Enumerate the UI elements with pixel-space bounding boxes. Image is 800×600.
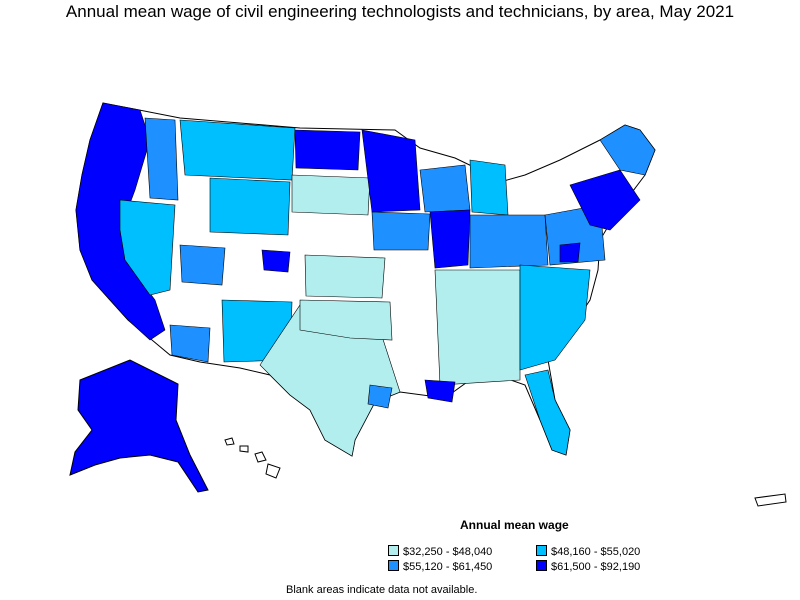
region-minnesota: [361, 129, 421, 213]
region-arizona: [169, 324, 211, 363]
legend-title: Annual mean wage: [460, 518, 569, 532]
legend-item-bin-3: $55,120 - $61,450: [388, 560, 492, 573]
legend-label-bin-3: $55,120 - $61,450: [403, 561, 493, 573]
legend-swatch-bin-4: [536, 560, 547, 571]
region-hawaii: [224, 437, 281, 479]
region-wisconsin: [419, 164, 471, 213]
region-illinois: [429, 209, 471, 269]
legend-label-bin-1: $32,250 - $48,040: [403, 546, 493, 558]
legend-item-bin-4: $61,500 - $92,190: [536, 560, 640, 573]
region-dc-area: [559, 242, 581, 263]
region-ohio-valley: [469, 214, 549, 269]
region-denver: [261, 249, 291, 273]
region-louisiana: [424, 379, 456, 403]
footnote: Blank areas indicate data not available.: [286, 584, 478, 596]
region-southeast: [519, 264, 591, 371]
region-kansas: [304, 254, 386, 299]
region-new-england: [599, 124, 656, 176]
legend-label-bin-2: $48,160 - $55,020: [551, 546, 641, 558]
region-houston: [367, 384, 393, 409]
legend-item-bin-1: $32,250 - $48,040: [388, 545, 492, 558]
region-puerto-rico: [754, 493, 787, 507]
legend-label-bin-4: $61,500 - $92,190: [551, 561, 641, 573]
region-idaho: [144, 117, 179, 201]
region-south-central: [434, 269, 521, 386]
legend-item-bin-2: $48,160 - $55,020: [536, 545, 640, 558]
region-michigan: [469, 159, 509, 216]
region-oklahoma: [299, 299, 393, 341]
region-south-dakota: [291, 174, 371, 216]
region-montana: [179, 119, 296, 181]
legend-swatch-bin-3: [388, 560, 399, 571]
legend-swatch-bin-1: [388, 545, 399, 556]
region-north-dakota: [294, 129, 361, 171]
region-iowa: [371, 211, 431, 251]
region-nevada: [119, 199, 176, 296]
region-northeast: [569, 169, 641, 231]
region-florida: [524, 369, 571, 456]
legend-swatch-bin-2: [536, 545, 547, 556]
region-wyoming: [209, 177, 291, 236]
region-alaska: [69, 359, 209, 493]
map-title: Annual mean wage of civil engineering te…: [65, 2, 735, 21]
region-fills: [75, 102, 656, 457]
region-colorado: [179, 244, 226, 286]
